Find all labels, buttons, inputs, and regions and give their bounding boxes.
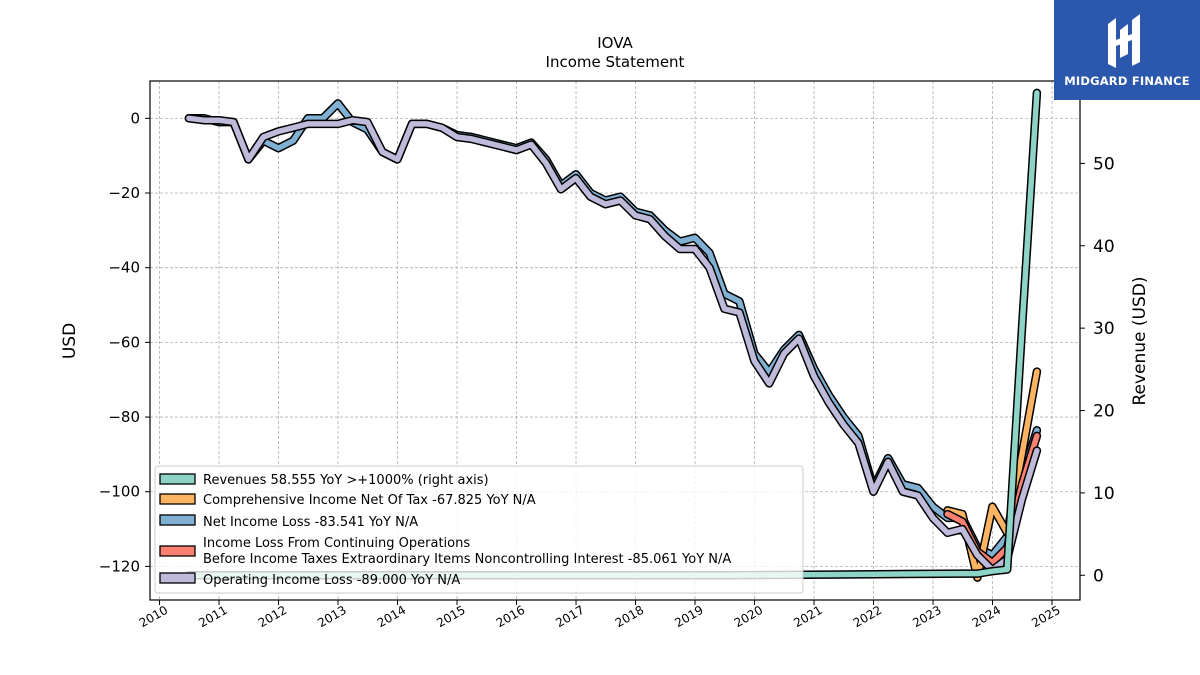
- y-axis-label-right: Revenue (USD): [1130, 276, 1150, 405]
- legend-swatch: [159, 493, 196, 505]
- legend-label: Before Income Taxes Extraordinary Items …: [203, 552, 731, 567]
- midgard-logo-icon: [1108, 14, 1140, 68]
- series-line: [186, 115, 1040, 573]
- brand-name: MIDGARD FINANCE: [1064, 74, 1190, 88]
- y-tick-label-left: −100: [99, 483, 140, 501]
- chart-subtitle: Income Statement: [546, 53, 685, 71]
- y-tick-label-right: 0: [1093, 566, 1104, 586]
- y-tick-label-right: 40: [1093, 237, 1115, 257]
- legend-label: Income Loss From Continuing Operations: [203, 536, 470, 551]
- y-tick-label-right: 10: [1093, 484, 1115, 504]
- y-tick-label-left: −80: [108, 408, 140, 426]
- y-tick-label-right: 50: [1093, 154, 1115, 174]
- legend-swatch: [159, 572, 196, 584]
- legend-label: Net Income Loss -83.541 YoY N/A: [203, 515, 418, 530]
- legend-label: Revenues 58.555 YoY >+1000% (right axis): [203, 473, 489, 488]
- y-tick-label-left: −40: [108, 259, 140, 277]
- legend: Revenues 58.555 YoY >+1000% (right axis)…: [154, 465, 804, 594]
- y-tick-label-left: −20: [108, 184, 140, 202]
- y-tick-label-right: 30: [1093, 319, 1115, 339]
- chart-title: IOVA: [597, 34, 633, 52]
- legend-label: Comprehensive Income Net Of Tax -67.825 …: [203, 493, 536, 508]
- legend-swatch: [159, 545, 196, 557]
- legend-swatch: [159, 514, 196, 526]
- y-tick-label-left: 0: [130, 109, 140, 127]
- legend-box: [154, 465, 804, 594]
- y-tick-label-right: 20: [1093, 402, 1115, 422]
- y-tick-label-left: −60: [108, 333, 140, 351]
- legend-swatch: [159, 473, 196, 485]
- y-axis-label-left: USD: [60, 323, 80, 359]
- y-tick-label-left: −120: [99, 557, 140, 575]
- series-line: [944, 433, 1040, 566]
- series-line: [944, 368, 1040, 581]
- brand-logo: MIDGARD FINANCE: [1054, 0, 1200, 100]
- plot-frame: [149, 80, 1081, 601]
- legend-label: Operating Income Loss -89.000 YoY N/A: [203, 573, 460, 588]
